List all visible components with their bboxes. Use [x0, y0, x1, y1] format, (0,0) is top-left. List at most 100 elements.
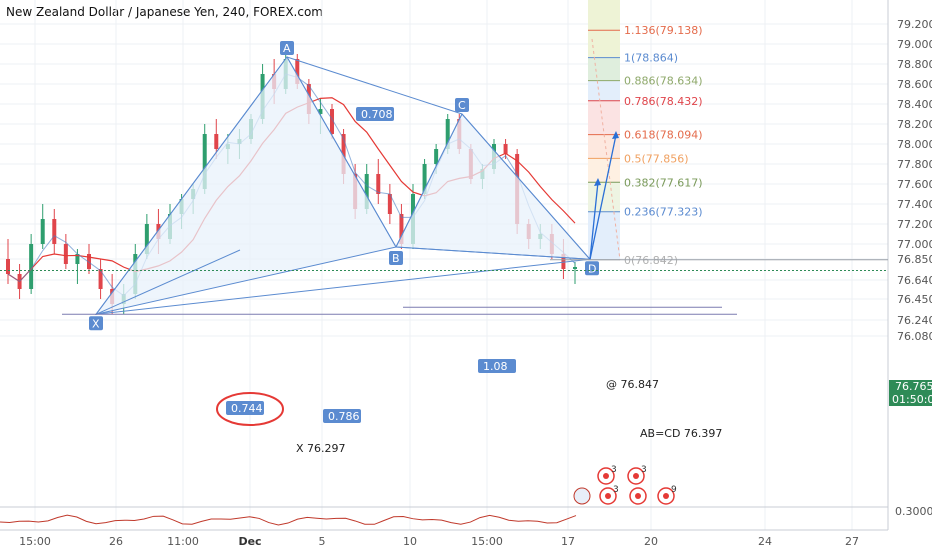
price-tick-label: 76.450	[897, 293, 932, 306]
price-tick-label: 77.000	[897, 238, 932, 251]
projection-arrow-1	[589, 181, 599, 260]
fib-level-label: 1.136(79.138)	[624, 24, 703, 37]
price-tick-label: 78.200	[897, 118, 932, 131]
pattern-point-label: D	[588, 262, 596, 275]
pattern-point-label: X	[92, 317, 100, 330]
fib-trend-line	[591, 38, 621, 261]
time-tick-label: 17	[561, 535, 575, 548]
event-badge-count: 3	[641, 465, 647, 475]
fib-band	[588, 30, 620, 58]
candle-body	[341, 134, 346, 174]
event-badge-dot	[635, 493, 641, 499]
chart-title: New Zealand Dollar / Japanese Yen, 240, …	[6, 5, 323, 19]
fib-level-label: 0.5(77.856)	[624, 152, 689, 165]
oscillator-value-label: 0.3000	[895, 505, 932, 518]
time-tick-label: 27	[845, 535, 859, 548]
ratio-line-xb	[95, 249, 241, 315]
price-tick-label: 78.400	[897, 98, 932, 111]
price-tick-label: 76.080	[897, 330, 932, 343]
price-tick-label: 76.850	[897, 253, 932, 266]
time-tick-label: Dec	[238, 535, 261, 548]
d-price-label: @ 76.847	[606, 378, 659, 391]
time-tick-label: 5	[319, 535, 326, 548]
pattern-triangle-xab	[94, 56, 397, 316]
oscillator-tag	[889, 505, 932, 518]
fib-band	[588, 0, 620, 31]
fib-level-label: 0.786(78.432)	[624, 95, 703, 108]
projection-arrowhead-2	[612, 131, 619, 139]
ratio-badge	[478, 359, 516, 373]
fib-level-label: 0.618(78.094)	[624, 129, 703, 142]
projection-arrowhead-1	[594, 178, 601, 186]
price-tick-label: 76.640	[897, 274, 932, 287]
event-badge-dot	[663, 493, 669, 499]
time-tick-label: 15:00	[471, 535, 503, 548]
candle-body	[87, 254, 91, 269]
candle-body	[330, 109, 334, 134]
price-tick-label: 78.800	[897, 58, 932, 71]
candle-body	[376, 174, 381, 194]
fib-level-label: 0.886(78.634)	[624, 75, 703, 88]
fib-band	[588, 158, 620, 183]
candle-body	[144, 224, 149, 254]
time-tick-label: 26	[109, 535, 123, 548]
pattern-point-label: A	[283, 42, 291, 55]
candle-body	[422, 164, 427, 194]
ratio-line-xd	[95, 258, 591, 315]
ratio-label: 0.744	[231, 402, 263, 415]
candle-body	[318, 109, 323, 114]
fib-band	[588, 57, 620, 81]
candle-body	[63, 244, 68, 264]
pattern-leg	[395, 113, 463, 248]
pattern-leg	[461, 113, 591, 260]
candle-body	[399, 214, 404, 244]
ratio-label: 0.786	[328, 410, 360, 423]
candle-body	[503, 144, 508, 154]
abcd-label: AB=CD 76.397	[640, 427, 722, 440]
ratio-label: 0.708	[361, 108, 393, 121]
price-tick-label: 79.000	[897, 38, 932, 51]
ratio-badge	[323, 409, 361, 423]
price-tick-label: 77.200	[897, 218, 932, 231]
pattern-point-label: B	[392, 252, 400, 265]
candle-body	[6, 259, 10, 274]
last-price-label: 76.765	[895, 380, 932, 393]
event-badge-dot	[603, 473, 609, 479]
countdown-label: 01:50:04	[892, 393, 932, 406]
fib-band	[588, 182, 620, 212]
time-tick-label: 11:00	[167, 535, 199, 548]
projection-arrow-2	[589, 134, 617, 260]
fib-band	[588, 100, 620, 135]
oscillator-line	[0, 514, 577, 526]
pattern-point-marker	[280, 41, 294, 55]
countdown-tag	[889, 393, 932, 406]
pattern-point-label: C	[458, 99, 466, 112]
time-tick-label: 15:00	[19, 535, 51, 548]
price-tick-label: 76.240	[897, 314, 932, 327]
ratio-label: 1.08	[483, 360, 508, 373]
event-badge-count: 3	[611, 465, 617, 475]
candle-body	[214, 134, 219, 149]
price-tick-label: 78.600	[897, 78, 932, 91]
price-tick-label: 77.400	[897, 198, 932, 211]
candle-body	[98, 269, 103, 289]
candle-body	[295, 59, 300, 84]
ratio-line-ac	[286, 56, 463, 115]
candle-body	[561, 254, 566, 269]
event-badge-count: 9	[671, 485, 677, 495]
price-tick-label: 79.200	[897, 18, 932, 31]
event-badge-dot	[633, 473, 639, 479]
pattern-point-marker	[389, 251, 403, 265]
candle-body	[364, 174, 369, 209]
time-tick-label: 10	[403, 535, 417, 548]
candle-body	[573, 267, 577, 269]
pattern-leg	[95, 56, 288, 315]
candle-body	[445, 119, 450, 149]
price-tick-label: 77.600	[897, 178, 932, 191]
time-tick-label: 20	[644, 535, 658, 548]
pattern-point-marker	[89, 316, 103, 331]
pattern-leg	[286, 56, 397, 248]
candle-body	[202, 134, 207, 189]
fib-band	[588, 80, 620, 101]
